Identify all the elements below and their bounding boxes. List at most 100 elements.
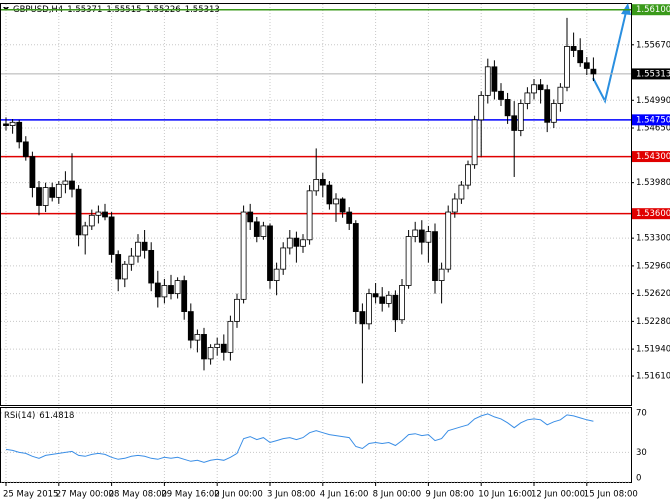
candle-body xyxy=(372,293,379,298)
y-tick-label: 1.54650 xyxy=(636,124,670,134)
candle-body xyxy=(42,187,49,206)
candle-body xyxy=(214,343,221,348)
rsi-tick-label: 30 xyxy=(636,448,647,458)
candle-body xyxy=(418,229,425,243)
x-tick-label: 15 Jun 08:00 xyxy=(584,490,638,500)
price-box xyxy=(632,68,670,80)
candle-body xyxy=(300,239,306,247)
y-tick-label: 1.53980 xyxy=(636,178,670,188)
candle-body xyxy=(564,46,570,88)
candle-body xyxy=(3,123,9,126)
rsi-name: RSI(14) xyxy=(4,411,35,421)
candle-body xyxy=(458,184,465,200)
x-tick-label: 12 Jun 00:00 xyxy=(531,490,585,500)
candle-body xyxy=(82,225,89,236)
candle-body xyxy=(141,241,148,251)
candle-body xyxy=(201,334,207,360)
y-tick-label: 1.52280 xyxy=(636,317,670,327)
candle-body xyxy=(445,211,452,270)
candle-body xyxy=(95,211,102,216)
candle-body xyxy=(55,183,62,198)
candle-body xyxy=(88,214,95,227)
x-tick-label: 27 May 00:00 xyxy=(56,490,114,500)
candle-body xyxy=(174,280,181,295)
candle-body xyxy=(253,221,260,237)
y-tick-label: 1.51610 xyxy=(636,372,670,382)
level-box xyxy=(632,208,670,220)
rsi-last: 61.4818 xyxy=(39,411,74,421)
candle-body xyxy=(577,50,584,64)
candle-body xyxy=(293,237,300,247)
candle-body xyxy=(154,282,161,298)
x-tick-label: 8 Jun 00:00 xyxy=(373,490,422,500)
candle-body xyxy=(484,66,491,96)
candle-body xyxy=(108,216,115,255)
candle-body xyxy=(379,296,386,304)
candle-body xyxy=(491,66,498,92)
candle-body xyxy=(333,198,339,205)
candle-body xyxy=(161,285,168,298)
candle-body xyxy=(557,86,564,104)
y-tick-label: 1.52960 xyxy=(636,261,670,271)
candle-body xyxy=(366,293,372,325)
x-tick-label: 4 Jun 16:00 xyxy=(320,490,369,500)
candle-body xyxy=(168,285,174,295)
candle-body xyxy=(517,103,524,131)
candle-body xyxy=(207,347,214,360)
candle-body xyxy=(504,99,511,117)
candle-body xyxy=(550,103,557,123)
candle-body xyxy=(511,115,518,131)
candle-body xyxy=(62,180,69,185)
x-tick-label: 29 May 16:00 xyxy=(161,490,219,500)
candle-body xyxy=(102,211,108,218)
rsi-header: RSI(14) 61.4818 xyxy=(4,411,74,421)
y-tick-label: 1.55670 xyxy=(636,40,670,50)
x-tick-label: 2 Jun 00:00 xyxy=(214,490,263,500)
candle-body xyxy=(412,229,419,237)
candle-body xyxy=(234,298,240,322)
candle-body xyxy=(306,190,313,241)
arrow-line xyxy=(592,11,627,104)
candle-body xyxy=(29,156,36,188)
level-label: 1.54750 xyxy=(636,115,670,125)
candle-body xyxy=(227,320,234,353)
candle-body xyxy=(121,263,128,280)
level-label: 1.56100 xyxy=(636,5,670,15)
candle-body xyxy=(75,188,82,236)
candle-body xyxy=(524,92,531,104)
candle-body xyxy=(267,225,273,281)
candle-body xyxy=(286,237,293,249)
candle-body xyxy=(220,343,227,353)
candle-body xyxy=(531,84,537,94)
candle-body xyxy=(583,62,590,69)
x-tick-label: 3 Jun 08:00 xyxy=(267,490,316,500)
candle-body xyxy=(471,119,478,166)
candle-body xyxy=(280,247,287,270)
candle-body xyxy=(313,179,320,192)
y-tick-label: 1.51940 xyxy=(636,345,670,355)
candle-body xyxy=(590,68,597,75)
candle-body xyxy=(16,121,23,143)
candle-body xyxy=(187,311,194,341)
candle-body xyxy=(438,268,445,281)
candle-body xyxy=(247,211,254,223)
candle-body xyxy=(392,294,399,321)
candle-body xyxy=(135,241,141,257)
rsi-tick-label: 70 xyxy=(636,408,647,418)
candle-body xyxy=(352,223,359,312)
x-tick-label: 10 Jun 16:00 xyxy=(478,490,532,500)
candle-body xyxy=(451,198,458,213)
candle-body xyxy=(240,211,247,300)
candle-body xyxy=(69,180,75,190)
candle-body xyxy=(260,225,267,237)
level-label: 1.54300 xyxy=(636,152,670,162)
candle-body xyxy=(326,184,333,205)
candle-body xyxy=(385,294,392,304)
candle-body xyxy=(405,236,412,286)
level-box xyxy=(632,4,670,16)
level-box xyxy=(632,114,670,126)
candle-body xyxy=(346,211,353,224)
candle-body xyxy=(115,254,122,280)
candle-body xyxy=(181,280,188,312)
candle-body xyxy=(273,268,280,281)
